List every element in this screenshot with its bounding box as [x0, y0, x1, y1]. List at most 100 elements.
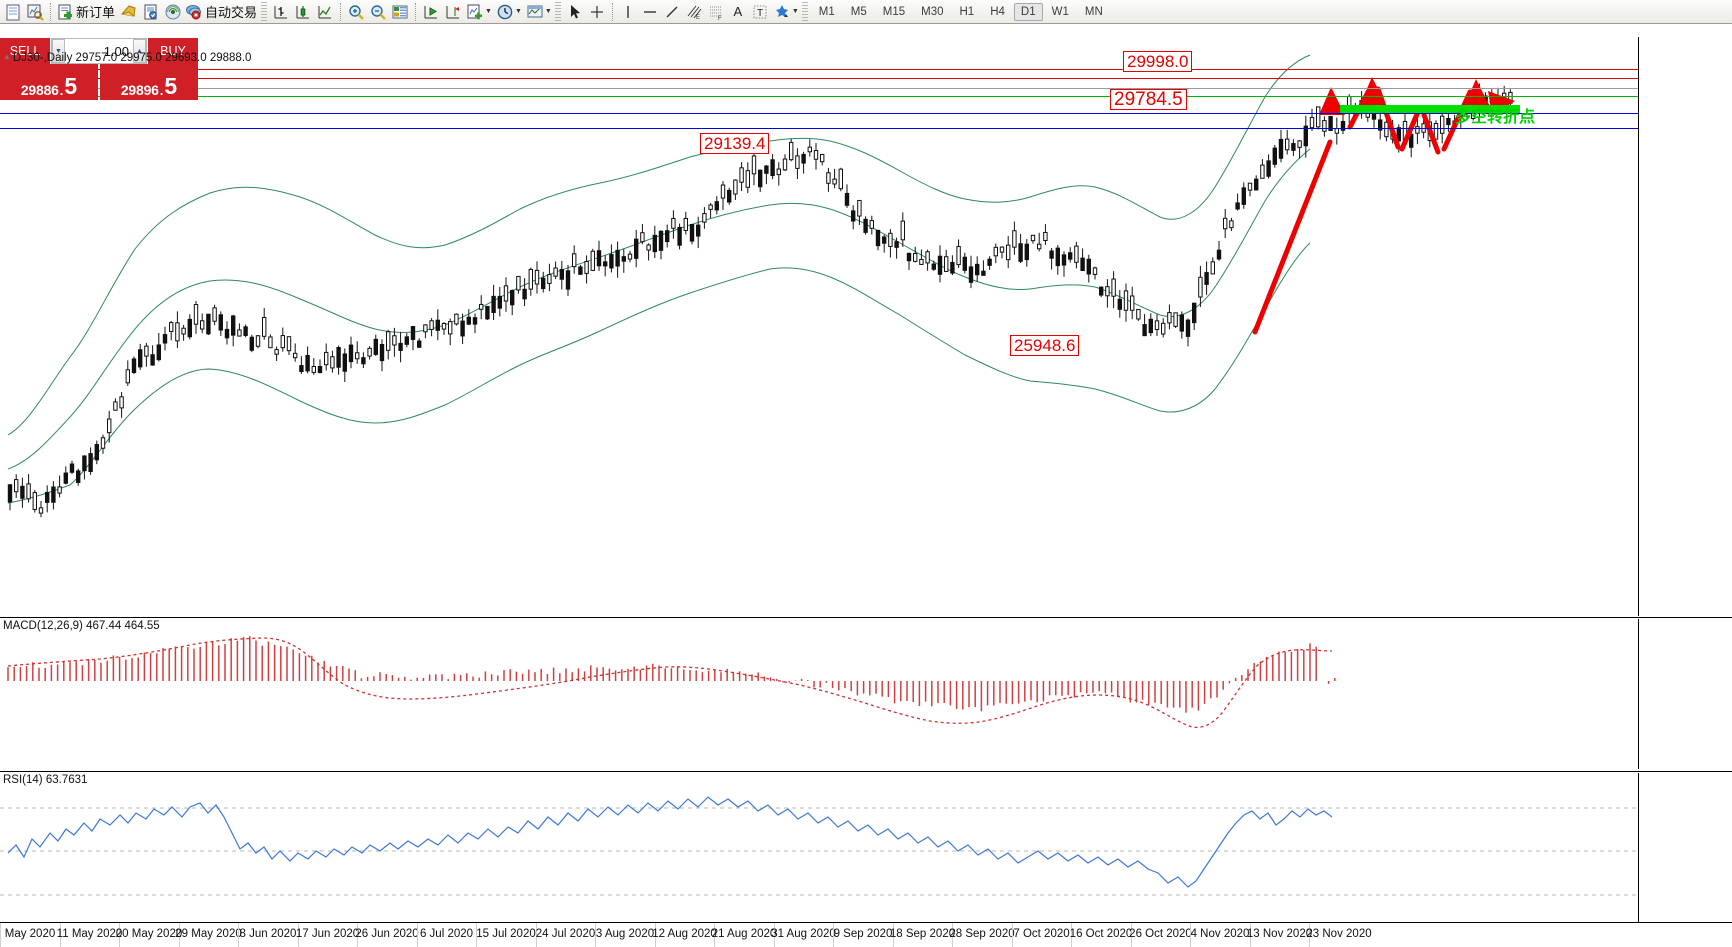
vertical-line-icon[interactable] [617, 1, 639, 23]
timeframe-w1[interactable]: W1 [1051, 5, 1069, 18]
new-order-icon[interactable]: 新订单 [55, 1, 118, 23]
one-click-trading-panel[interactable]: SELL ▼ 1.00 ▲ BUY 29886. 5 29896. 5 [0, 38, 198, 100]
rsi-pane-divider [0, 770, 1732, 773]
text-icon[interactable]: A [733, 4, 743, 19]
volume-input[interactable]: ▼ 1.00 ▲ [51, 38, 147, 64]
chevron-down-icon[interactable]: ▼ [791, 8, 799, 15]
time-label: 9 Sep 2020 [833, 928, 893, 940]
time-gridline [952, 923, 953, 947]
collapse-arrow-icon[interactable]: ▲ [3, 52, 11, 61]
cursor-icon[interactable] [564, 1, 586, 23]
timeframe-mn[interactable]: MN [1084, 5, 1103, 18]
time-gridline [476, 923, 477, 947]
buy-price-frac: 5 [164, 73, 178, 99]
time-label: 31 Aug 2020 [771, 928, 836, 940]
shapes-icon[interactable]: ▼ [771, 1, 801, 23]
chart-profiles-icon[interactable] [24, 1, 46, 23]
time-label: 16 Oct 2020 [1069, 928, 1133, 940]
annot-25948[interactable]: 25948.6 [1010, 335, 1080, 356]
level-line-30067 [0, 78, 1639, 79]
rsi-axis-line [1638, 773, 1639, 922]
time-axis[interactable]: May 2020 11 May 2020 20 May 2020 29 May 202… [0, 922, 1732, 947]
auto-scroll-icon[interactable] [420, 1, 442, 23]
volume-value[interactable]: 1.00 [103, 43, 129, 59]
time-label: 12 Aug 2020 [652, 928, 717, 940]
toolbar-grip-3[interactable] [801, 2, 808, 21]
time-gridline [892, 923, 894, 947]
trendline-icon[interactable] [661, 1, 683, 23]
zoom-out-icon[interactable] [367, 1, 389, 23]
periods-icon[interactable]: ▼ [494, 1, 524, 23]
time-gridline [297, 923, 299, 947]
line-chart-icon[interactable] [314, 1, 336, 23]
buy-price[interactable]: 29896. 5 [100, 64, 198, 100]
timeframe-m30[interactable]: M30 [921, 5, 944, 18]
svg-text:T: T [757, 8, 763, 19]
autotrading-icon[interactable]: 自动交易 [184, 1, 260, 23]
fibonacci-icon[interactable]: F [705, 1, 727, 23]
timeframe-h1[interactable]: H1 [959, 5, 975, 18]
timeframe-m1[interactable]: M1 [818, 5, 835, 18]
time-label: 17 Jun 2020 [295, 928, 360, 940]
volume-decrement-button[interactable]: ▼ [52, 39, 65, 63]
chart-shift-icon[interactable] [442, 1, 464, 23]
chevron-down-icon[interactable]: ▼ [514, 8, 522, 15]
time-label: 6 Jul 2020 [419, 928, 474, 940]
sell-price-dot: . [59, 83, 64, 98]
annot-29784[interactable]: 29784.5 [1110, 89, 1187, 110]
level-line-29502 [0, 113, 1639, 114]
time-gridline [1071, 923, 1072, 947]
symbol-ohlc-line: ▲ DJ30-,Daily 29757.0 29975.0 29693.0 298… [3, 52, 251, 64]
time-gridline [238, 923, 239, 947]
zoom-in-icon[interactable] [345, 1, 367, 23]
main-toolbar: 新订单 自动交易 [0, 0, 1732, 24]
sell-button[interactable]: SELL [0, 38, 50, 64]
timeframe-d1[interactable]: D1 [1013, 2, 1043, 21]
time-gridline [59, 923, 61, 947]
time-label: 11 May 2020 [56, 928, 123, 940]
chevron-down-icon[interactable]: ▼ [544, 8, 552, 15]
volume-increment-button[interactable]: ▲ [133, 39, 146, 63]
sell-price[interactable]: 29886. 5 [0, 64, 98, 100]
timeframe-h4[interactable]: H4 [990, 5, 1005, 18]
data-window-icon[interactable] [389, 1, 411, 23]
price-pane[interactable]: 29139.4 25948.6 29998.0 29784.5 多空转折点 30… [0, 37, 1732, 617]
text-label-icon[interactable]: T [749, 1, 771, 23]
rsi-chart-svg [0, 796, 1639, 896]
chevron-down-icon[interactable]: ▼ [485, 8, 492, 15]
time-label: 23 Nov 2020 [1306, 928, 1372, 940]
buy-button[interactable]: BUY [148, 38, 198, 64]
time-gridline [1249, 923, 1251, 947]
time-label: 4 Nov 2020 [1190, 928, 1250, 940]
bar-chart-icon[interactable] [270, 1, 292, 23]
buy-price-dot: . [159, 83, 164, 98]
rsi-pane[interactable]: RSI(14) 63.7631 100 80 50 15 0 [0, 773, 1732, 922]
toolbar-separator-3 [415, 2, 417, 21]
autotrading-label: 自动交易 [205, 5, 258, 20]
time-gridline [416, 923, 418, 947]
equidistant-channel-icon[interactable]: E [683, 1, 705, 23]
crosshair-icon[interactable] [586, 1, 608, 23]
annot-29998[interactable]: 29998.0 [1123, 51, 1193, 72]
signals-icon[interactable] [162, 1, 184, 23]
macd-pane-divider [0, 616, 1732, 619]
chart-area[interactable]: ▲ DJ30-,Daily 29757.0 29975.0 29693.0 298… [0, 25, 1732, 947]
macd-pane[interactable]: MACD(12,26,9) 467.44 464.55 929.45 0.00 … [0, 619, 1732, 769]
time-label: 3 Aug 2020 [595, 928, 655, 940]
green-support-zone [1340, 105, 1520, 113]
candlestick-chart-icon[interactable] [292, 1, 314, 23]
time-label: 8 Jun 2020 [239, 928, 297, 940]
toolbar-grip[interactable] [261, 2, 268, 21]
timeframe-m5[interactable]: M5 [850, 5, 867, 18]
indicators-icon[interactable]: ▼ [464, 1, 494, 23]
toolbar-grip-2[interactable] [554, 2, 561, 21]
templates-icon[interactable]: ▼ [524, 1, 554, 23]
rsi-title: RSI(14) 63.7631 [3, 774, 88, 786]
new-chart-icon[interactable] [2, 1, 24, 23]
strategy-tester-icon[interactable] [140, 1, 162, 23]
level-line-bid-29888 [0, 88, 1639, 89]
annot-29139[interactable]: 29139.4 [700, 133, 770, 154]
horizontal-line-icon[interactable] [639, 1, 661, 23]
timeframe-m15[interactable]: M15 [882, 5, 906, 18]
metaeditor-icon[interactable] [118, 1, 140, 23]
